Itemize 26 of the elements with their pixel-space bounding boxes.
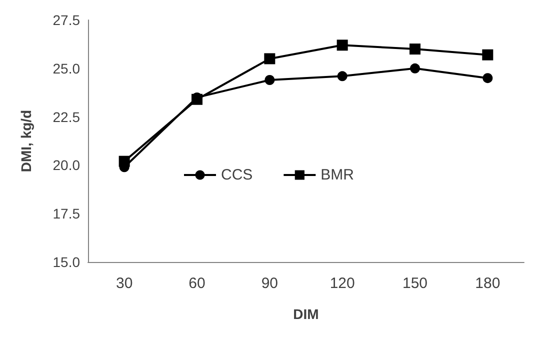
y-tick-label: 27.5 [52, 12, 80, 28]
point [337, 71, 348, 82]
point [264, 53, 276, 64]
y-tick-label: 22.5 [52, 108, 80, 125]
y-tick-label: 15.0 [52, 254, 80, 270]
x-tick-label: 150 [402, 275, 428, 292]
y-tick-label: 20.0 [52, 157, 80, 174]
legend-label: BMR [320, 166, 354, 184]
x-tick-label: 90 [261, 275, 278, 292]
point [336, 40, 348, 51]
x-tick-label: 60 [188, 275, 206, 292]
point [118, 156, 130, 167]
x-tick-label: 120 [330, 275, 355, 292]
x-tick-label: 180 [475, 275, 500, 292]
y-tick-label: 25.0 [52, 60, 80, 76]
point [482, 49, 494, 60]
point [264, 75, 275, 86]
point [410, 63, 420, 74]
x-tick-label: 30 [116, 275, 133, 292]
point [410, 44, 420, 55]
y-axis-title: DMI, kg/d [18, 110, 34, 172]
x-axis-title: DIM [293, 306, 319, 322]
point [192, 94, 202, 105]
legend-label: CCS [221, 166, 253, 184]
y-tick-label: 17.5 [52, 206, 80, 222]
point [482, 73, 493, 84]
